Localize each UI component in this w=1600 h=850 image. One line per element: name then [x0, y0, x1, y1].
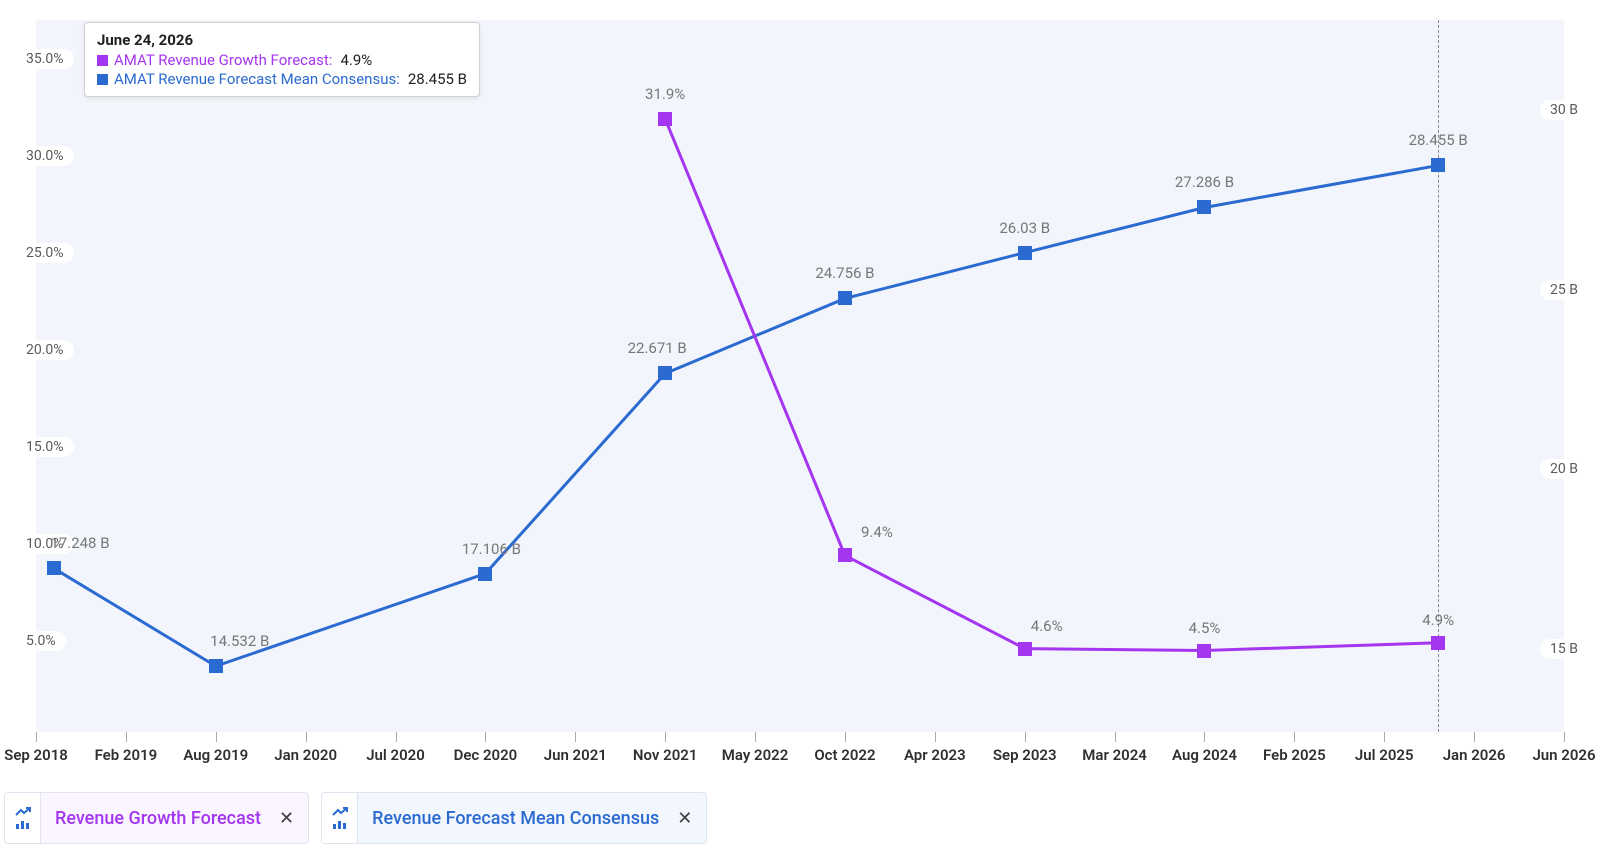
- series-marker-growth[interactable]: [658, 112, 672, 126]
- series-marker-revenue[interactable]: [1018, 246, 1032, 260]
- tooltip-row: AMAT Revenue Forecast Mean Consensus: 28.…: [97, 70, 467, 88]
- series-value-label-revenue: 27.286 B: [1175, 173, 1234, 191]
- series-marker-revenue[interactable]: [658, 366, 672, 380]
- series-value-label-revenue: 26.03 B: [999, 219, 1050, 237]
- chart-container: June 24, 2026 AMAT Revenue Growth Foreca…: [0, 0, 1600, 850]
- series-marker-revenue[interactable]: [478, 567, 492, 581]
- series-marker-growth[interactable]: [1431, 636, 1445, 650]
- tooltip-series-name: AMAT Revenue Forecast Mean Consensus:: [114, 70, 400, 88]
- series-value-label-revenue: 22.671 B: [628, 339, 687, 357]
- series-value-label-growth: 4.9%: [1422, 611, 1454, 629]
- tooltip-date: June 24, 2026: [97, 31, 467, 49]
- series-value-label-growth: 4.6%: [1031, 617, 1063, 635]
- series-marker-growth[interactable]: [1018, 642, 1032, 656]
- tooltip-series-name: AMAT Revenue Growth Forecast:: [114, 51, 332, 69]
- series-marker-revenue[interactable]: [1197, 200, 1211, 214]
- series-marker-revenue[interactable]: [47, 561, 61, 575]
- tooltip-row: AMAT Revenue Growth Forecast: 4.9%: [97, 51, 467, 69]
- series-value-label-growth: 4.5%: [1189, 619, 1221, 637]
- chart-lines: [0, 0, 1600, 850]
- series-marker-revenue[interactable]: [838, 291, 852, 305]
- tooltip: June 24, 2026 AMAT Revenue Growth Foreca…: [84, 22, 480, 97]
- series-value-label-revenue: 28.455 B: [1409, 131, 1468, 149]
- series-marker-growth[interactable]: [1197, 644, 1211, 658]
- series-value-label-revenue: 17.248 B: [50, 534, 109, 552]
- tooltip-series-value: 28.455 B: [408, 70, 467, 88]
- series-line-growth[interactable]: [665, 119, 1438, 651]
- tooltip-series-swatch: [97, 74, 108, 85]
- series-value-label-revenue: 24.756 B: [815, 264, 874, 282]
- series-value-label-revenue: 17.106 B: [462, 540, 521, 558]
- tooltip-series-swatch: [97, 55, 108, 66]
- series-value-label-revenue: 14.532 B: [210, 632, 269, 650]
- series-marker-growth[interactable]: [838, 548, 852, 562]
- tooltip-series-value: 4.9%: [340, 51, 372, 69]
- series-value-label-growth: 31.9%: [645, 85, 685, 103]
- series-marker-revenue[interactable]: [209, 659, 223, 673]
- series-line-revenue[interactable]: [54, 165, 1438, 666]
- series-marker-revenue[interactable]: [1431, 158, 1445, 172]
- series-value-label-growth: 9.4%: [861, 523, 893, 541]
